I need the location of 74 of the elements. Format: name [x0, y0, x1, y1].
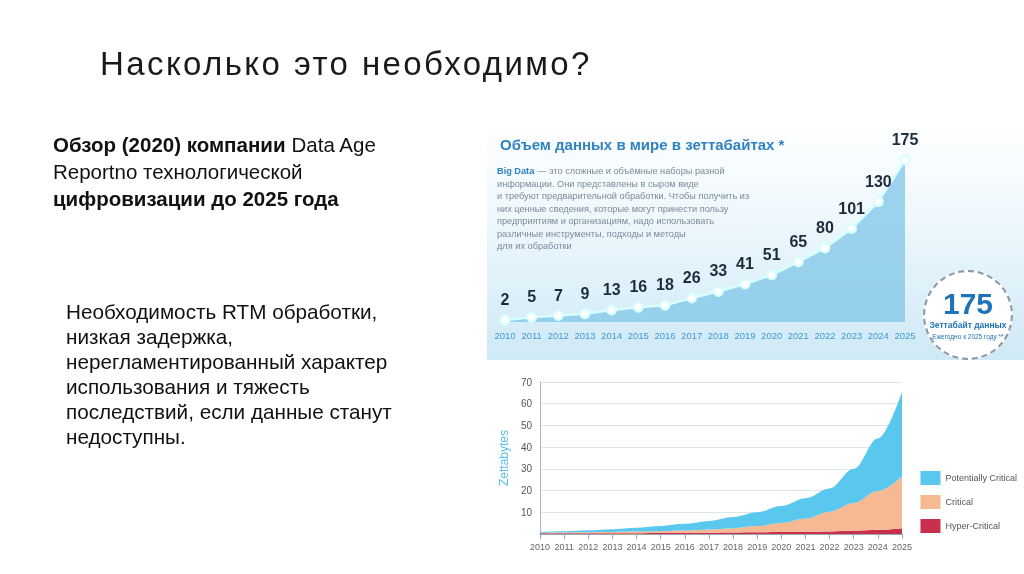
x-tick-label: 2011: [521, 329, 542, 341]
x-tick-label: 2016: [654, 329, 676, 341]
x-tick-label: 2013: [602, 541, 623, 552]
x-tick-label: 2018: [723, 541, 744, 552]
annotation: предприятиям и организациям, надо использовать: [497, 215, 715, 228]
x-tick-label: 2021: [787, 329, 809, 341]
x-tick-label: 2016: [674, 541, 695, 552]
data-label: 41: [736, 255, 754, 273]
data-label: 26: [682, 268, 701, 286]
annotation: Big Data: [497, 165, 535, 178]
y-tick-label: 40: [520, 441, 533, 453]
legend-label: Potentially Critical: [945, 473, 1018, 483]
chart-title: Объем данных в мире в зеттабайтах *: [500, 136, 785, 153]
y-axis-title: Zettabytes: [496, 429, 511, 487]
data-label: 5: [527, 288, 537, 306]
data-label: 175: [891, 131, 919, 148]
x-tick-label: 2022: [819, 541, 840, 552]
data-label: 33: [709, 262, 728, 280]
x-tick-label: 2015: [650, 541, 671, 552]
x-tick-label: 2012: [578, 541, 599, 552]
x-tick-label: 2024: [867, 541, 888, 552]
y-tick-label: 10: [520, 506, 533, 518]
x-tick-label: 2013: [574, 329, 596, 341]
x-tick-label: 2014: [626, 541, 647, 552]
x-tick-label: 2020: [771, 541, 792, 552]
x-tick-label: 2019: [734, 329, 756, 341]
annotation: них ценные сведения, которые могут принести пользу: [497, 202, 729, 215]
x-tick-label: 2015: [627, 329, 649, 341]
y-tick-label: 50: [520, 419, 533, 431]
data-label: 13: [602, 280, 621, 298]
x-tick-label: 2018: [707, 329, 729, 341]
x-tick-label: 2023: [843, 541, 864, 552]
x-tick-label: 2011: [554, 541, 574, 552]
annotation: — это сложные и объёмные наборы разной: [537, 165, 725, 178]
data-label: 130: [864, 172, 892, 190]
x-tick-label: 2025: [894, 329, 916, 341]
legend-label: Hyper-Critical: [945, 521, 1000, 531]
x-tick-label: 2017: [681, 329, 703, 341]
annotation: различные инструменты, подходы и методы: [497, 227, 686, 240]
legend-label: Critical: [945, 497, 973, 507]
data-label: 2: [500, 291, 510, 309]
x-tick-label: 2024: [867, 329, 889, 341]
text: Обзор (2020) компании: [53, 132, 286, 158]
x-tick-label: 2010: [494, 329, 516, 341]
x-tick-label: 2012: [547, 329, 569, 341]
data-label: 18: [656, 276, 674, 294]
x-tick-label: 2014: [601, 329, 623, 341]
text: Насколько это необходимо?: [100, 45, 592, 83]
text: Необходимость RTM обработки, низкая задержка, нерегламентированный характер использования и тяжесть последствий, если данные станут недоступны.: [66, 299, 393, 449]
y-tick-label: 30: [520, 463, 533, 475]
text: цифровизации до 2025 года: [53, 186, 339, 212]
x-tick-label: 2020: [761, 329, 783, 341]
y-tick-label: 20: [520, 485, 533, 497]
x-tick-label: 2010: [529, 541, 551, 552]
x-tick-label: 2021: [795, 541, 816, 552]
data-label: 7: [553, 286, 563, 304]
y-tick-label: 60: [520, 398, 533, 410]
y-tick-label: 70: [520, 376, 533, 388]
data-label: 9: [580, 284, 590, 302]
text: Data Age: [291, 132, 376, 158]
x-tick-label: 2025: [891, 541, 913, 552]
x-tick-label: 2017: [698, 541, 719, 552]
x-tick-label: 2023: [841, 329, 863, 341]
annotation: информации. Они представлены в сыром виде: [497, 177, 699, 190]
text: Reportno технологической: [53, 159, 303, 185]
data-label: 80: [816, 218, 834, 236]
data-label: 101: [838, 199, 866, 217]
data-label: 51: [762, 245, 781, 263]
annotation: для их обработки: [497, 240, 572, 253]
annotation: и требуют предварительной обработки. Чтобы получить из: [497, 190, 750, 203]
data-label: 16: [629, 278, 648, 296]
x-tick-label: 2022: [814, 329, 836, 341]
x-tick-label: 2019: [747, 541, 768, 552]
data-label: 65: [789, 232, 808, 250]
